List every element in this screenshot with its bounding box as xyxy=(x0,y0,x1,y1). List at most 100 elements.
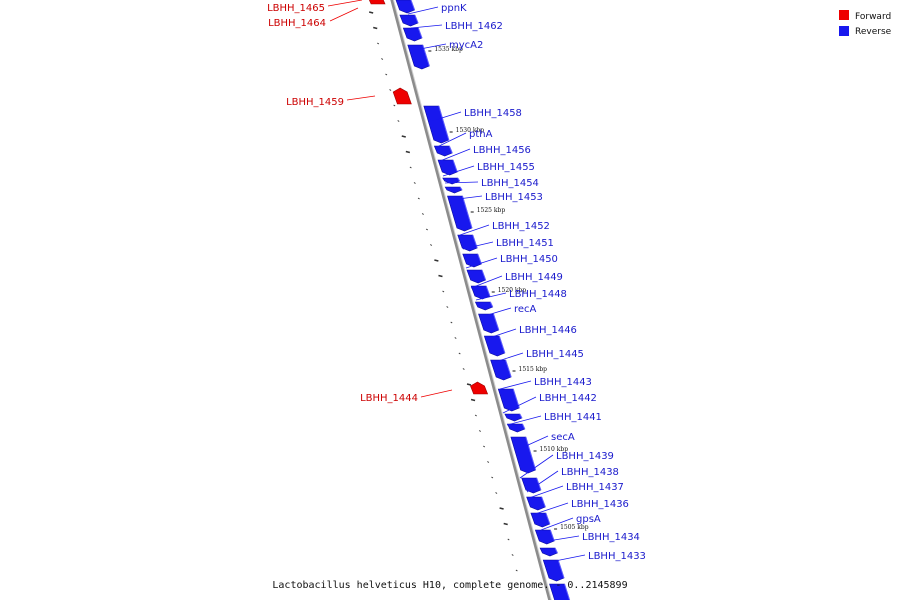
forward-label-leader xyxy=(327,0,363,7)
reverse-gene-label: LBHH_1454 xyxy=(481,178,539,189)
kbp-label: 1520 kbp xyxy=(498,287,527,294)
reverse-gene-shade xyxy=(414,14,419,24)
reverse-label-leader xyxy=(499,380,532,390)
legend-reverse-label: Reverse xyxy=(855,27,892,37)
reverse-label-leader xyxy=(414,43,447,51)
reverse-gene-label: LBHH_1442 xyxy=(539,393,597,404)
reverse-gene-shade xyxy=(564,583,571,600)
reverse-label-leader xyxy=(442,165,475,177)
reverse-gene-shade xyxy=(489,301,494,308)
track-tick xyxy=(495,492,498,494)
reverse-gene-block xyxy=(433,145,453,157)
track-tick xyxy=(373,26,378,30)
reverse-label-leader xyxy=(519,454,554,479)
reverse-gene-shade xyxy=(554,547,558,554)
reverse-strand-track xyxy=(395,0,571,600)
forward-gene-label: LBHH_1444 xyxy=(360,393,418,404)
reverse-label-leader xyxy=(462,241,494,250)
reverse-label-leader xyxy=(516,435,549,451)
reverse-gene-shade xyxy=(481,269,487,281)
reverse-gene-shade xyxy=(477,253,482,265)
track-tick xyxy=(483,445,486,448)
reverse-gene-shade xyxy=(545,512,551,525)
track-tick xyxy=(413,182,416,184)
reverse-gene-block xyxy=(542,559,565,582)
reverse-gene-label: LBHH_1437 xyxy=(566,482,624,493)
reverse-gene-shade xyxy=(438,105,450,141)
reverse-gene-block xyxy=(407,44,430,70)
backbone-line xyxy=(390,0,552,600)
reverse-gene-label: LBHH_1438 xyxy=(561,467,619,478)
reverse-label-leader xyxy=(554,554,586,562)
reverse-gene-block xyxy=(497,388,520,412)
reverse-gene-label: LBHH_1451 xyxy=(496,238,554,249)
track-tick xyxy=(434,259,439,262)
position-scale: 1535 kbp 1530 kbp 1525 kbp 1520 kbp 1515 kbp… xyxy=(428,46,589,531)
reverse-gene-shade xyxy=(417,27,423,39)
reverse-gene-block xyxy=(466,269,487,284)
track-tick xyxy=(478,430,481,432)
reverse-label-leader xyxy=(407,6,439,15)
track-tick xyxy=(425,228,429,231)
track-tick xyxy=(385,73,388,76)
legend-forward-swatch xyxy=(839,10,849,20)
track-tick xyxy=(515,569,518,572)
reverse-gene-shade xyxy=(448,145,453,154)
reverse-label-leader xyxy=(436,132,467,148)
backbone-highlight xyxy=(392,0,552,600)
reverse-label-leader xyxy=(465,257,498,269)
reverse-gene-block xyxy=(549,583,570,600)
reverse-gene-block xyxy=(395,0,416,14)
reverse-gene-label: LBHH_1449 xyxy=(505,272,563,283)
kbp-label: 1510 kbp xyxy=(540,446,569,453)
track-tick xyxy=(507,538,510,541)
reverse-gene-label: LBHH_1443 xyxy=(534,377,592,388)
kbp-label: 1525 kbp xyxy=(477,207,506,214)
reverse-label-leader xyxy=(528,485,564,499)
reverse-label-leader xyxy=(526,470,559,493)
forward-gene-block xyxy=(368,0,386,5)
reverse-gene-label: LBHH_1436 xyxy=(571,499,629,510)
reverse-gene-shade xyxy=(522,423,526,430)
reverse-gene-label: LBHH_1462 xyxy=(445,21,503,32)
reverse-gene-block xyxy=(437,159,458,176)
track-tick xyxy=(377,42,380,45)
reverse-label-leader xyxy=(459,224,490,236)
reverse-gene-label: LBHH_1448 xyxy=(509,289,567,300)
track-tick xyxy=(491,476,494,479)
kbp-label: 1530 kbp xyxy=(456,127,485,134)
reverse-gene-shade xyxy=(498,335,506,354)
reverse-gene-shade xyxy=(505,359,512,378)
reverse-label-leader xyxy=(534,502,569,515)
track-tick xyxy=(368,11,374,14)
reverse-gene-label: LBHH_1455 xyxy=(477,162,535,173)
reverse-gene-label: mycA2 xyxy=(449,40,483,51)
legend-reverse-swatch xyxy=(839,26,849,36)
reverse-gene-block xyxy=(506,423,526,433)
track-tick xyxy=(438,274,443,278)
reverse-gene-shade xyxy=(557,559,565,579)
reverse-gene-label: LBHH_1453 xyxy=(485,192,543,203)
reverse-gene-label: pthA xyxy=(469,129,493,140)
reverse-label-leader xyxy=(475,292,507,301)
track-tick xyxy=(499,507,504,510)
gene-labels: LBHH_1465 LBHH_1464 LBHH_1459 LBHH_1444 ppnK… xyxy=(267,0,646,562)
track-tick xyxy=(401,135,406,138)
reverse-gene-shade xyxy=(410,0,416,11)
track-tick xyxy=(405,150,411,154)
reverse-label-leader xyxy=(506,415,542,426)
reverse-gene-label: LBHH_1452 xyxy=(492,221,550,232)
track-tick xyxy=(381,58,384,60)
track-tick xyxy=(417,197,420,200)
reverse-gene-block xyxy=(504,413,523,422)
track-tick xyxy=(446,306,449,308)
reverse-label-leader xyxy=(547,535,580,542)
reverse-label-leader xyxy=(439,148,471,162)
reverse-gene-shade xyxy=(452,159,458,173)
reverse-gene-block xyxy=(526,496,546,511)
reverse-gene-block xyxy=(474,301,494,311)
reverse-label-leader xyxy=(444,181,479,184)
reverse-gene-block xyxy=(530,512,551,528)
genome-backbone xyxy=(390,0,552,600)
